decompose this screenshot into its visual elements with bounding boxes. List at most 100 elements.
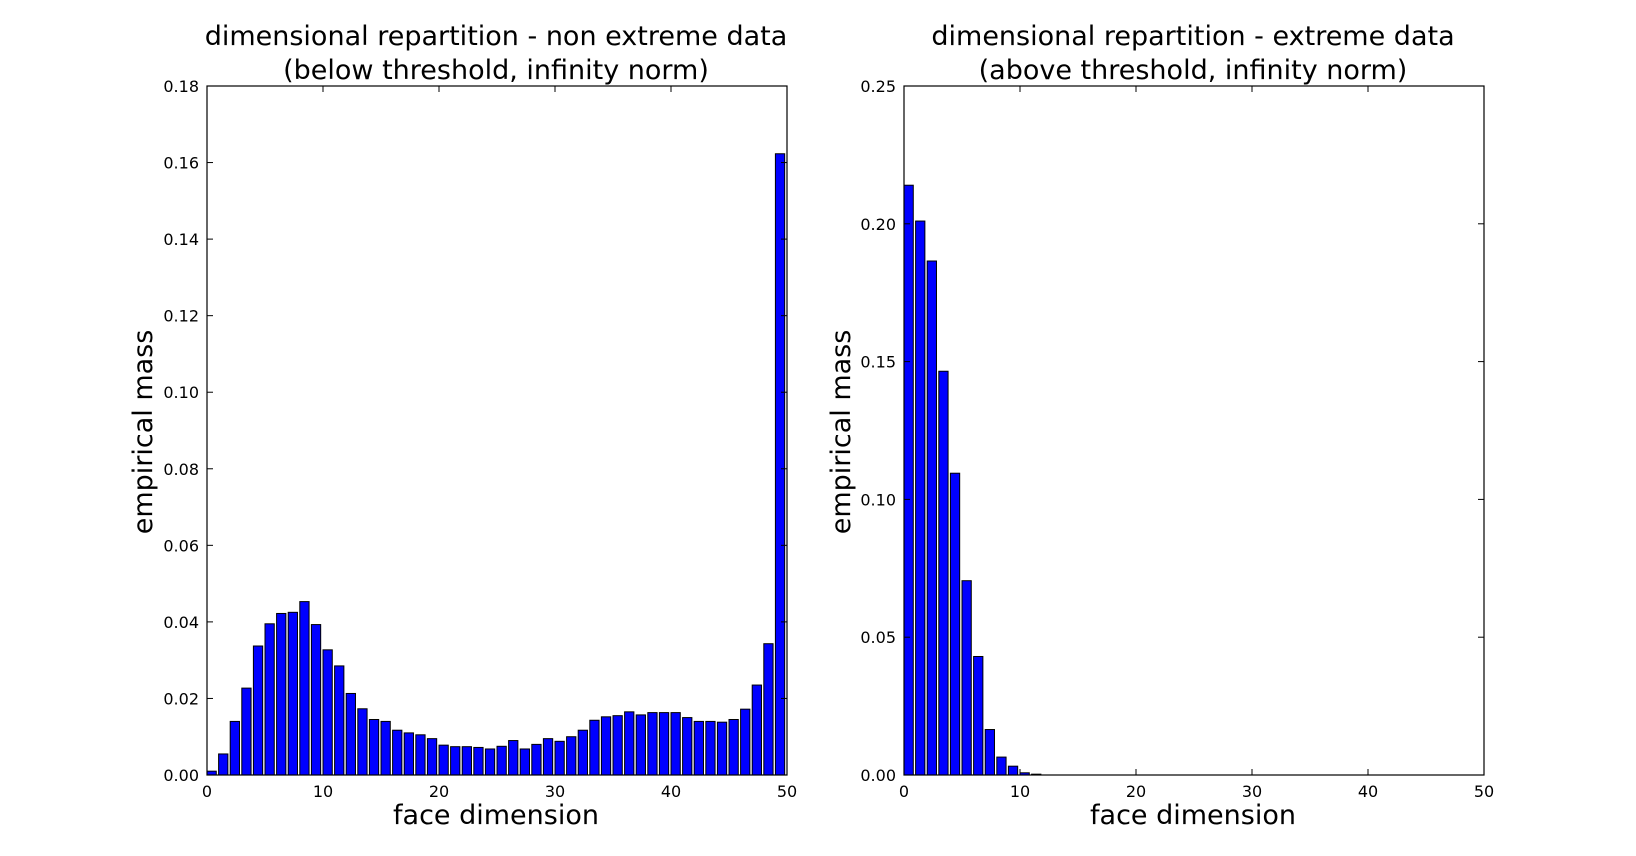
bar	[554, 740, 565, 776]
bar	[473, 746, 484, 776]
bar	[973, 655, 984, 776]
bar	[961, 580, 972, 776]
bar	[484, 748, 496, 776]
y-tick-label: 0.18	[163, 77, 199, 96]
x-tick-label: 20	[429, 782, 449, 801]
y-tick-label: 0.05	[860, 628, 896, 647]
chart-title-line2: (below threshold, infinity norm)	[283, 55, 709, 86]
bar	[577, 729, 588, 776]
bar	[624, 711, 635, 776]
bar-group	[206, 153, 786, 776]
bar	[926, 260, 937, 776]
bar	[461, 746, 472, 776]
bar	[380, 720, 391, 776]
plot-frame	[903, 85, 1485, 776]
bar	[763, 643, 774, 776]
x-axis-label: face dimension	[393, 800, 599, 831]
bar	[647, 712, 658, 776]
bar	[716, 721, 728, 776]
bar	[1007, 765, 1019, 776]
bar	[368, 718, 380, 776]
bar	[915, 220, 926, 776]
bar	[728, 718, 739, 776]
bar	[984, 729, 995, 776]
bar	[287, 611, 298, 776]
bar	[276, 612, 287, 776]
bar	[403, 732, 414, 776]
bar	[508, 740, 519, 776]
chart-title-line1: dimensional repartition - extreme data	[931, 21, 1454, 52]
bar	[693, 720, 704, 776]
x-tick-label: 50	[1474, 782, 1494, 801]
plot-frame	[206, 85, 788, 776]
bar	[496, 745, 507, 776]
y-tick-label: 0.25	[860, 77, 896, 96]
x-tick-label: 30	[1242, 782, 1262, 801]
bar	[589, 719, 600, 776]
bar	[334, 665, 345, 776]
y-axis-label: empirical mass	[826, 330, 857, 535]
y-tick-label: 0.15	[860, 353, 896, 372]
bar	[299, 601, 310, 776]
y-tick-label: 0.10	[163, 383, 199, 402]
x-tick-label: 50	[777, 782, 797, 801]
bar	[241, 687, 252, 776]
bar	[996, 756, 1007, 776]
bar	[705, 720, 716, 776]
x-axis-label: face dimension	[1090, 800, 1296, 831]
bar	[450, 746, 461, 776]
bar	[357, 708, 368, 776]
x-tick-label: 10	[1010, 782, 1030, 801]
bar	[229, 720, 240, 776]
bar	[682, 717, 693, 776]
y-tick-label: 0.10	[860, 490, 896, 509]
bar	[218, 753, 229, 776]
bar	[426, 738, 438, 776]
bar	[938, 370, 949, 776]
chart-non-extreme: dimensional repartition - non extreme da…	[128, 21, 797, 831]
bar	[252, 645, 264, 776]
y-tick-label: 0.00	[163, 766, 199, 785]
x-tick-label: 20	[1126, 782, 1146, 801]
chart-title-line1: dimensional repartition - non extreme da…	[205, 21, 788, 52]
bar	[415, 734, 426, 776]
y-tick-label: 0.04	[163, 613, 199, 632]
bar	[600, 716, 612, 776]
bar	[635, 714, 646, 776]
x-tick-label: 30	[545, 782, 565, 801]
x-tick-label: 0	[899, 782, 909, 801]
tick-group: 0 10 20 30 40 50 0.00 0.05 0.10 0.15 0.20 0.25	[860, 77, 1494, 801]
bar	[658, 712, 670, 776]
x-tick-label: 40	[661, 782, 681, 801]
bar	[542, 738, 554, 776]
bar-group	[903, 184, 1042, 776]
x-tick-label: 40	[1358, 782, 1378, 801]
bar	[322, 649, 333, 776]
y-tick-label: 0.14	[163, 230, 199, 249]
tick-group: 0 10 20 30 40 50 0.00 0.02 0.04 0.06 0.08 0.10 0.12 0…	[163, 77, 797, 801]
bar	[531, 743, 542, 776]
bar	[438, 744, 449, 776]
y-tick-label: 0.02	[163, 689, 199, 708]
y-tick-label: 0.00	[860, 766, 896, 785]
bar	[774, 153, 786, 776]
x-tick-label: 0	[202, 782, 212, 801]
bar	[670, 712, 681, 776]
y-tick-label: 0.20	[860, 215, 896, 234]
bar	[264, 623, 275, 776]
y-axis-label: empirical mass	[128, 330, 159, 535]
y-tick-label: 0.12	[163, 307, 199, 326]
chart-extreme: dimensional repartition - extreme data (…	[826, 21, 1494, 831]
bar	[751, 684, 762, 776]
bar	[566, 736, 577, 776]
bar	[519, 748, 530, 776]
y-tick-label: 0.06	[163, 536, 199, 555]
bar	[903, 184, 914, 776]
bar	[612, 715, 623, 776]
y-tick-label: 0.08	[163, 460, 199, 479]
y-tick-label: 0.16	[163, 154, 199, 173]
bar	[740, 708, 751, 776]
x-tick-label: 10	[313, 782, 333, 801]
bar	[949, 472, 961, 776]
